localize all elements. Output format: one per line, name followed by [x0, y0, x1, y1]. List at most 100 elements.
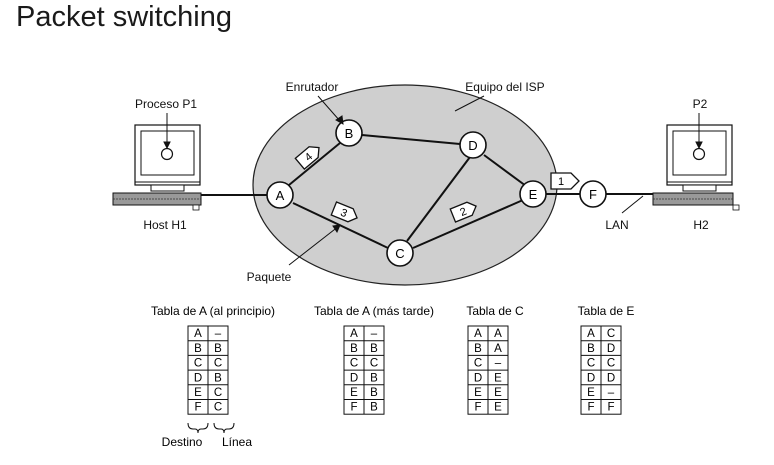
table-cell-destination: A: [587, 328, 595, 340]
link-c-d: [406, 156, 471, 242]
table-cell-destination: B: [194, 343, 202, 355]
table-cell-line: E: [494, 402, 502, 414]
label-proceso-p1: Proceso P1: [135, 97, 197, 111]
table-cell-destination: E: [194, 387, 202, 399]
label-h2: H2: [693, 218, 709, 232]
linea-brace: [213, 422, 235, 434]
table-cell-destination: B: [587, 343, 595, 355]
svg-text:2: 2: [458, 206, 468, 219]
table-e-title: Tabla de E: [578, 304, 635, 318]
callout-lan: [621, 195, 644, 214]
table-a-later-title: Tabla de A (más tarde): [314, 304, 434, 318]
label-equipo-isp: Equipo del ISP: [465, 80, 544, 94]
router-d: D: [459, 131, 487, 159]
router-e: E: [519, 180, 547, 208]
table-cell-destination: A: [350, 328, 358, 340]
table-cell-line: C: [607, 358, 615, 370]
svg-text:C: C: [395, 246, 404, 261]
table-cell-line: A: [494, 328, 502, 340]
link-b-d: [361, 134, 461, 145]
table-a-initial-title: Tabla de A (al principio): [151, 304, 275, 318]
network-links: [200, 134, 660, 249]
label-destino: Destino: [162, 435, 203, 449]
table-cell-line: C: [214, 358, 222, 370]
routing-tables: Tabla de A (al principio) Tabla de A (má…: [151, 304, 635, 415]
table-cell-destination: F: [350, 402, 357, 414]
packet-3: 3: [330, 201, 358, 223]
table-cell-line: B: [370, 372, 378, 384]
packet-4: 4: [294, 146, 320, 170]
table-cell-destination: C: [587, 358, 595, 370]
table-cell-line: C: [370, 358, 378, 370]
host-h2-computer-icon: [652, 124, 740, 211]
svg-text:F: F: [589, 187, 597, 202]
table-cell-destination: D: [194, 372, 202, 384]
table-cell-line: C: [214, 387, 222, 399]
svg-text:E: E: [529, 187, 538, 202]
router-f: F: [579, 180, 607, 208]
routing-table-2: A AB AC –D EE EF E: [467, 325, 509, 415]
router-c: C: [386, 239, 414, 267]
routing-table-3: A CB DC CD DE –F F: [580, 325, 622, 415]
label-p2: P2: [693, 97, 708, 111]
callout-paquete: [288, 225, 340, 266]
table-cell-line: F: [607, 402, 614, 414]
link-c-e: [412, 199, 524, 249]
table-cell-line: E: [494, 387, 502, 399]
label-linea: Línea: [222, 435, 252, 449]
table-cell-destination: D: [474, 372, 482, 384]
routing-table-1: A –B BC CD BE BF B: [343, 325, 385, 415]
router-a: A: [266, 181, 294, 209]
table-cell-destination: C: [194, 358, 202, 370]
table-cell-destination: C: [474, 358, 482, 370]
router-b: B: [335, 119, 363, 147]
table-cell-destination: F: [194, 402, 201, 414]
table-cell-destination: E: [350, 387, 358, 399]
label-paquete: Paquete: [247, 270, 292, 284]
table-cell-line: C: [607, 328, 615, 340]
table-legend: Destino Línea: [162, 422, 252, 449]
diagram-labels: Proceso P1 P2 Enrutador Equipo del ISP H…: [135, 80, 709, 284]
callout-equipo-isp: [454, 95, 485, 112]
table-cell-line: –: [608, 387, 615, 399]
table-cell-line: B: [214, 343, 222, 355]
svg-text:3: 3: [339, 207, 349, 220]
table-cell-destination: F: [474, 402, 481, 414]
process-p2-icon: [692, 147, 706, 161]
table-cell-line: –: [371, 328, 378, 340]
label-lan: LAN: [605, 218, 628, 232]
table-cell-line: –: [215, 328, 222, 340]
callout-lines: [163, 95, 703, 266]
routing-table-0: A –B BC CD BE CF C: [187, 325, 229, 415]
table-cell-line: D: [607, 372, 615, 384]
routing-table-grids: A –B BC CD BE CF CA –B BC CD BE BF BA AB AC –D EE EF EA CB D…: [187, 325, 622, 415]
svg-text:A: A: [276, 188, 285, 203]
callout-enrutador: [317, 95, 341, 122]
table-c-title: Tabla de C: [466, 304, 524, 318]
table-cell-destination: D: [587, 372, 595, 384]
process-p1-icon: [160, 147, 174, 161]
table-cell-line: B: [370, 387, 378, 399]
page-title: Packet switching: [16, 1, 232, 33]
svg-text:D: D: [468, 138, 477, 153]
packets: 1 2 3 4: [294, 146, 580, 223]
table-cell-destination: B: [474, 343, 482, 355]
label-host-h1: Host H1: [143, 218, 187, 232]
table-cell-line: B: [370, 343, 378, 355]
table-cell-destination: A: [474, 328, 482, 340]
host-h1-computer-icon: [112, 124, 202, 211]
table-cell-destination: C: [350, 358, 358, 370]
svg-text:1: 1: [558, 176, 564, 188]
table-cell-line: B: [214, 372, 222, 384]
link-a-b: [288, 142, 341, 186]
table-cell-destination: A: [194, 328, 202, 340]
table-cell-destination: B: [350, 343, 358, 355]
link-a-c: [292, 202, 389, 249]
table-cell-line: B: [370, 402, 378, 414]
packet-2: 2: [449, 201, 477, 223]
destino-brace: [187, 422, 209, 434]
svg-text:B: B: [345, 126, 354, 141]
table-cell-destination: E: [587, 387, 595, 399]
table-cell-line: E: [494, 372, 502, 384]
